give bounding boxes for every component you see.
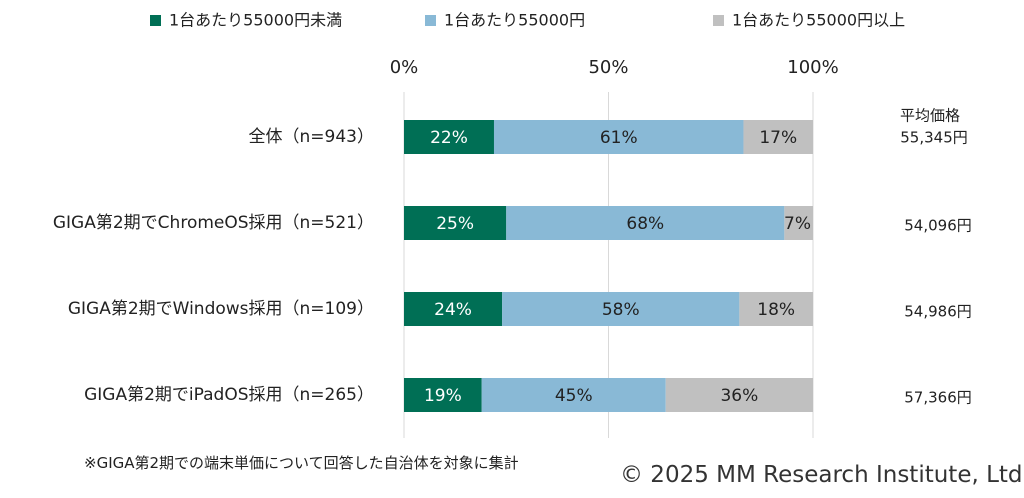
side-value: 54,986円 — [904, 303, 972, 321]
bar-segment — [493, 120, 744, 154]
legend-label: 1台あたり55000円未満 — [169, 11, 342, 30]
side-value: 57,366円 — [904, 389, 972, 407]
side-value: 54,096円 — [904, 217, 972, 235]
data-label: 58% — [602, 300, 640, 320]
bar-segment — [404, 292, 503, 326]
data-label: 36% — [720, 386, 758, 406]
data-label: 19% — [424, 386, 462, 406]
x-tick-label: 50% — [588, 57, 628, 78]
legend-swatch — [150, 15, 161, 26]
data-label: 24% — [434, 300, 472, 320]
footnote: ※GIGA第2期での端末単価について回答した自治体を対象に集計 — [84, 454, 519, 472]
x-tick-label: 100% — [787, 57, 838, 78]
copyright: © 2025 MM Research Institute, Ltd. — [620, 462, 1024, 488]
data-label: 7% — [784, 214, 811, 234]
legend-swatch — [425, 15, 436, 26]
category-label: GIGA第2期でChromeOS採用（n=521） — [53, 213, 374, 233]
legend-swatch — [713, 15, 724, 26]
category-label: 全体（n=943） — [249, 127, 374, 147]
x-tick-label: 0% — [390, 57, 419, 78]
bar-segment — [665, 378, 813, 412]
bar-segment — [784, 206, 813, 240]
bar-segment — [481, 378, 666, 412]
bar-segment — [502, 292, 740, 326]
bar-segment — [404, 378, 482, 412]
category-label: GIGA第2期でWindows採用（n=109） — [68, 299, 374, 319]
data-label: 25% — [436, 214, 474, 234]
side-header: 平均価格 — [900, 107, 960, 125]
data-label: 17% — [759, 128, 797, 148]
data-label: 61% — [600, 128, 638, 148]
legend-label: 1台あたり55000円以上 — [732, 11, 905, 30]
data-label: 22% — [430, 128, 468, 148]
bar-segment — [506, 206, 785, 240]
data-label: 18% — [757, 300, 795, 320]
bar-segment — [404, 206, 507, 240]
data-label: 68% — [626, 214, 664, 234]
category-label: GIGA第2期でiPadOS採用（n=265） — [84, 385, 374, 405]
bar-segment — [743, 120, 813, 154]
side-value: 55,345円 — [900, 129, 968, 147]
bar-segment — [739, 292, 813, 326]
legend-label: 1台あたり55000円 — [444, 11, 585, 30]
data-label: 45% — [555, 386, 593, 406]
bar-segment — [404, 120, 494, 154]
